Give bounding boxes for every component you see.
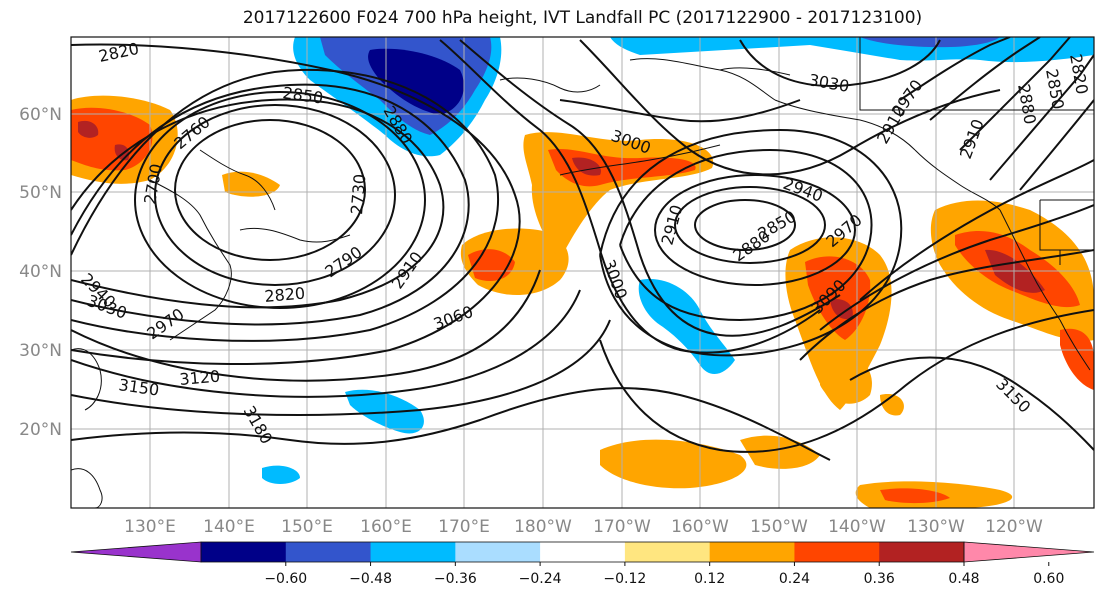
lat-label: 50°N <box>19 183 62 203</box>
lon-label: 160°E <box>360 517 412 537</box>
contour-label: 3120 <box>179 367 221 389</box>
lon-label: 130°E <box>124 517 176 537</box>
lon-label: 150°E <box>281 517 333 537</box>
lon-label: 140°W <box>828 517 886 537</box>
contour-label: 2730 <box>347 173 369 215</box>
lon-label: 130°W <box>907 517 965 537</box>
colorbar-swatch <box>794 542 880 562</box>
colorbar-tick-label: 0.48 <box>948 571 979 587</box>
colorbar-tick-label: 0.36 <box>864 571 895 587</box>
colorbar-tick-label: 0.60 <box>1033 571 1064 587</box>
colorbar-swatch <box>540 542 626 562</box>
colorbar-swatch <box>879 542 965 562</box>
map-title: 2017122600 F024 700 hPa height, IVT Land… <box>242 8 923 28</box>
colorbar: −0.60 −0.48 −0.36 −0.24 −0.12 0.12 0.24 0.36 0.4… <box>70 541 1095 587</box>
colorbar-tick-label: −0.36 <box>434 571 477 587</box>
lat-label: 40°N <box>19 262 62 282</box>
lon-label: 170°E <box>438 517 490 537</box>
colorbar-tick-label: −0.60 <box>264 571 307 587</box>
colorbar-swatch <box>285 542 372 562</box>
colorbar-swatch <box>455 542 541 562</box>
colorbar-swatch <box>370 542 456 562</box>
lon-label: 120°W <box>985 517 1043 537</box>
colorbar-tick-label: 0.24 <box>779 571 810 587</box>
colorbar-swatch <box>709 542 795 562</box>
contour-label: 2820 <box>264 284 306 306</box>
colorbar-swatch <box>70 541 202 563</box>
latitude-labels: 60°N 50°N 40°N 30°N 20°N <box>19 105 62 440</box>
colorbar-tick-label: −0.24 <box>519 571 562 587</box>
colorbar-tick-label: −0.48 <box>349 571 392 587</box>
colorbar-tick-label: −0.12 <box>603 571 646 587</box>
height-contours <box>71 37 1094 461</box>
coastlines <box>71 37 1094 508</box>
longitude-labels: 130°E 140°E 150°E 160°E 170°E 180°W 170°… <box>124 517 1043 537</box>
lat-label: 30°N <box>19 341 62 361</box>
lat-label: 20°N <box>19 420 62 440</box>
colorbar-swatch <box>624 542 711 562</box>
map-frame <box>70 36 1095 509</box>
colorbar-swatch <box>963 541 1095 563</box>
lon-label: 180°W <box>514 517 572 537</box>
lon-label: 160°W <box>671 517 729 537</box>
colorbar-outline <box>200 541 965 563</box>
colorbar-tick-label: 0.12 <box>694 571 725 587</box>
lon-label: 150°W <box>750 517 808 537</box>
colorbar-swatch <box>201 542 287 562</box>
lon-label: 170°W <box>593 517 651 537</box>
lon-label: 140°E <box>203 517 255 537</box>
graticule <box>71 37 1094 508</box>
lat-label: 60°N <box>19 105 62 125</box>
